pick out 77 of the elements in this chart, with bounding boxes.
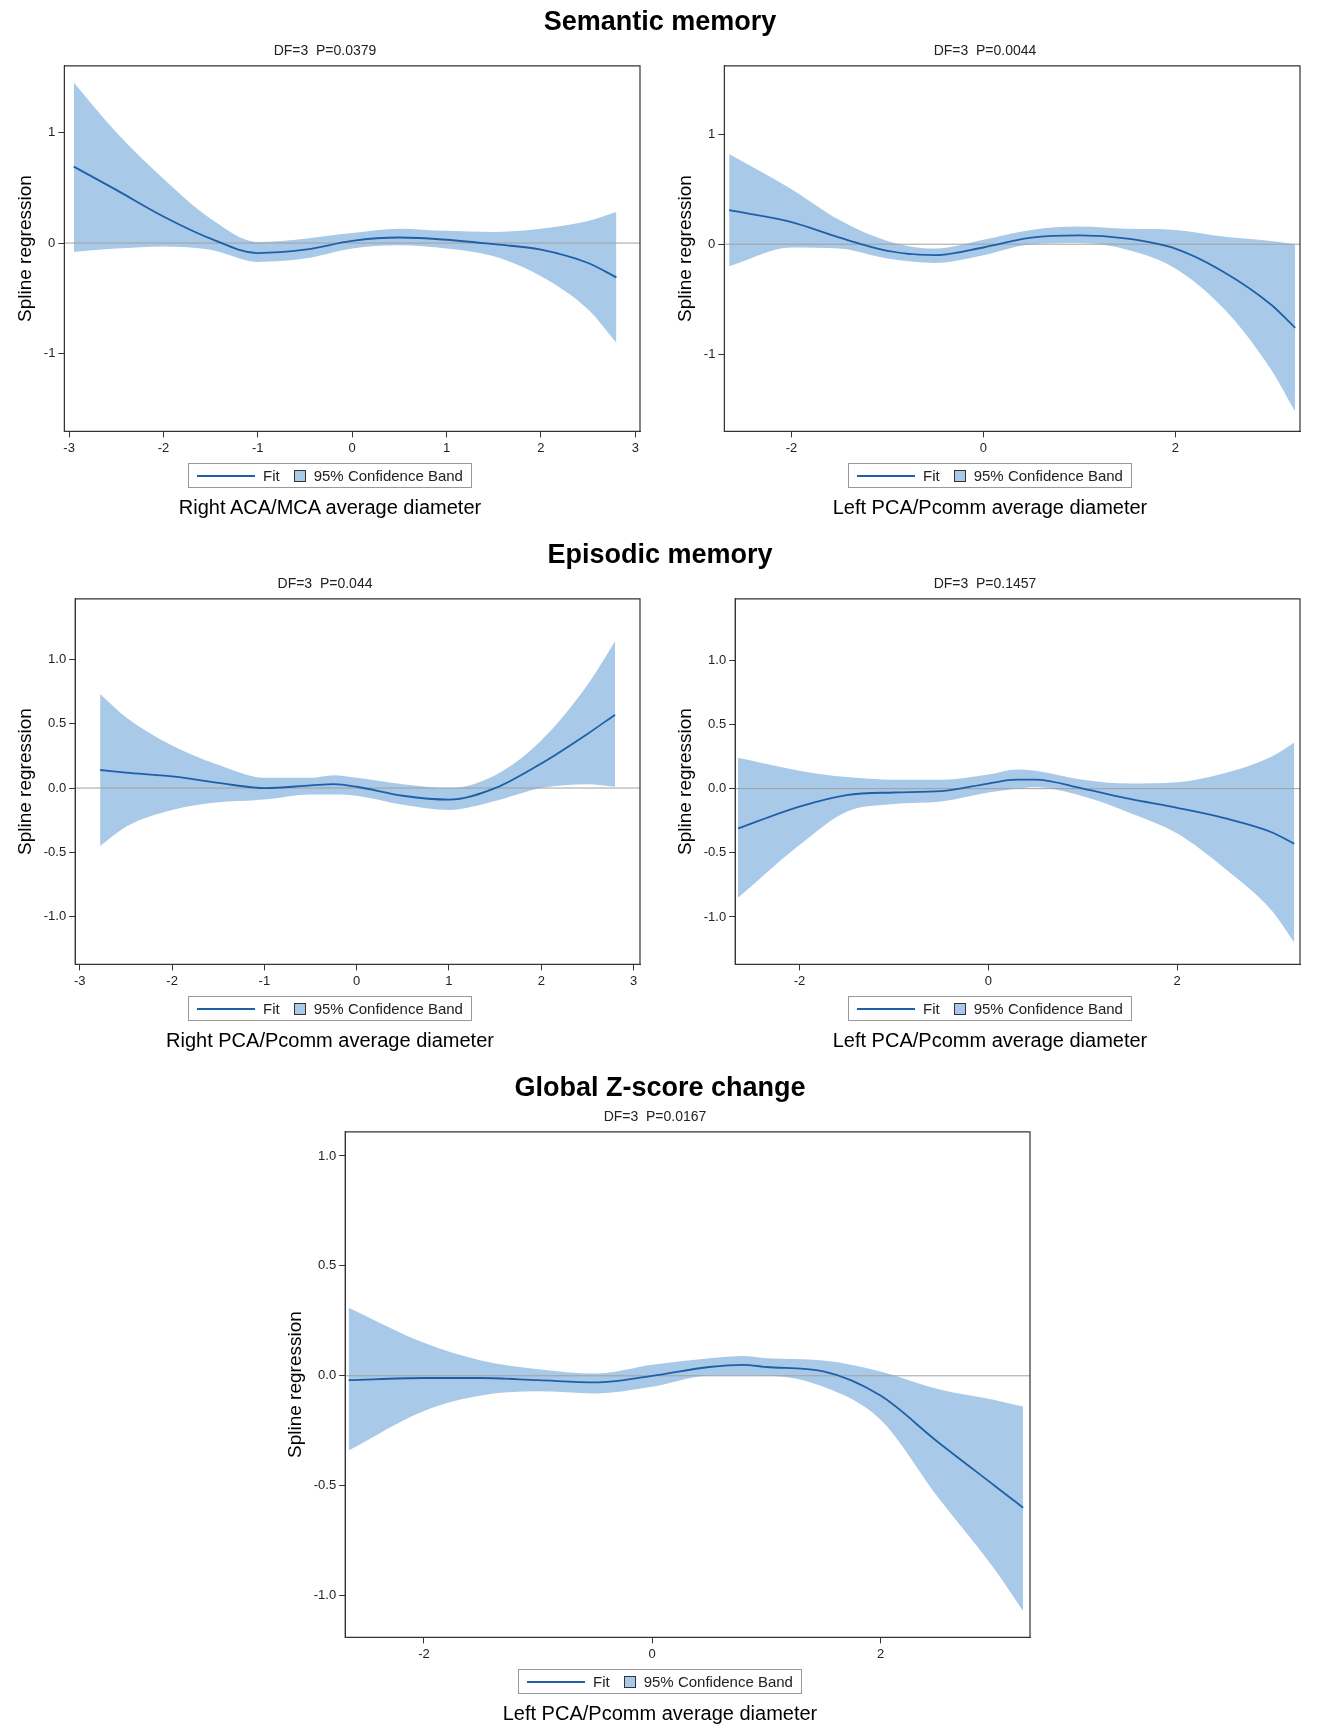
line-series [737, 778, 1296, 845]
x-tick-label: 3 [631, 439, 639, 455]
x-tick-label: 1 [445, 972, 453, 988]
chart-title: Global Z-score change [513, 1072, 807, 1103]
y-tick-label: -1 [703, 345, 716, 361]
y-tick-label: 1 [48, 123, 56, 139]
x-tick-label: -1 [252, 439, 264, 455]
y-tick-label: -0.5 [703, 844, 727, 860]
x-tick-label: 0 [984, 972, 992, 988]
y-axis-title: Spline regression [13, 708, 35, 856]
chart-subtitle: DF=3 P=0.0167 [603, 1108, 707, 1125]
y-axis-title: Spline regression [13, 175, 35, 323]
x-tick-label: -2 [785, 439, 798, 455]
y-axis-title: Spline regression [673, 708, 695, 856]
x-axis-title: Left PCA/Pcomm average diameter [832, 1029, 1148, 1052]
x-tick-label: -2 [166, 972, 178, 988]
x-tick-label: 0 [353, 972, 361, 988]
x-tick-label: -2 [418, 1645, 430, 1661]
legend-label: Fit [923, 467, 940, 484]
line-series [728, 209, 1297, 329]
text: 95% Confidence Band [973, 1000, 1123, 1017]
text: 95% Confidence Band [643, 1673, 793, 1690]
y-tick-label: -1.0 [313, 1587, 337, 1603]
x-axis-title: Left PCA/Pcomm average diameter [832, 496, 1148, 519]
x-tick-label: -1 [258, 972, 271, 988]
legend-label: Fit [263, 1000, 280, 1017]
x-axis-title: Left PCA/Pcomm average diameter [502, 1702, 818, 1725]
y-axis-title: Spline regression [673, 175, 695, 323]
y-tick-label: 1 [708, 125, 716, 141]
y-tick-label: 0.0 [48, 779, 67, 795]
x-tick-label: 2 [876, 1645, 885, 1661]
y-tick-label: 1.0 [48, 650, 67, 666]
x-tick-label: 2 [1173, 972, 1181, 988]
x-tick-label: -3 [63, 439, 75, 455]
x-tick-label: 2 [537, 972, 545, 988]
y-axis-title: Spline regression [283, 1311, 305, 1459]
chart-title: Episodic memory [546, 539, 774, 570]
chart-subtitle: DF=3 P=0.1457 [933, 575, 1037, 592]
text: 95% Confidence Band [973, 467, 1123, 484]
x-tick-label: 0 [348, 439, 356, 455]
y-tick-label: 0.0 [708, 780, 727, 796]
y-tick-label: -1.0 [43, 908, 67, 924]
chart-subtitle: DF=3 P=0.044 [277, 575, 373, 592]
y-tick-label: 1.0 [318, 1147, 337, 1163]
x-tick-label: 2 [537, 439, 545, 455]
x-tick-label: 0 [979, 439, 988, 455]
x-tick-label: 1 [442, 439, 451, 455]
x-tick-label: -2 [793, 972, 806, 988]
y-tick-label: 0.0 [318, 1367, 337, 1383]
line-series [347, 1363, 1025, 1509]
line-series [72, 165, 618, 279]
legend-label: Fit [593, 1673, 610, 1690]
y-tick-label: -0.5 [313, 1477, 337, 1493]
legend-label: Fit [263, 467, 280, 484]
y-tick-label: 0 [48, 234, 56, 250]
x-tick-label: 3 [629, 972, 638, 988]
x-axis-title: Right ACA/MCA average diameter [178, 496, 482, 519]
y-tick-label: 0.5 [48, 715, 67, 731]
y-tick-label: -0.5 [43, 843, 67, 859]
x-tick-label: 2 [1171, 439, 1179, 455]
y-tick-label: -1.0 [703, 908, 727, 924]
text: 95% Confidence Band [313, 1000, 463, 1017]
x-tick-label: -3 [74, 972, 86, 988]
chart-subtitle: DF=3 P=0.0379 [273, 42, 377, 59]
x-tick-label: -2 [157, 439, 170, 455]
y-tick-label: 0.5 [318, 1257, 337, 1273]
legend-label: Fit [923, 1000, 940, 1017]
line-series [99, 713, 616, 801]
chart-title: Semantic memory [542, 6, 778, 37]
text: 95% Confidence Band [313, 467, 463, 484]
y-tick-label: 1.0 [708, 651, 727, 667]
y-tick-label: 0 [708, 235, 716, 251]
x-axis-title: Right PCA/Pcomm average diameter [166, 1029, 494, 1052]
chart-subtitle: DF=3 P=0.0044 [933, 42, 1037, 59]
y-tick-label: 0.5 [708, 716, 727, 732]
y-tick-label: -1 [43, 345, 56, 361]
x-tick-label: 0 [648, 1645, 656, 1661]
